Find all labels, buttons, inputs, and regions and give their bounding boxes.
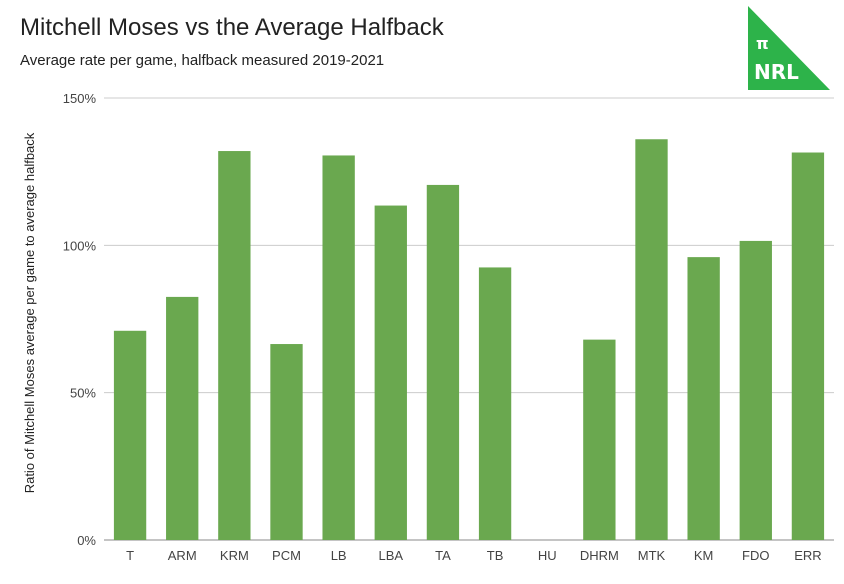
x-tick-label: LBA xyxy=(378,548,403,563)
chart-subtitle: Average rate per game, halfback measured… xyxy=(20,52,385,69)
bar-err xyxy=(791,152,825,540)
x-tick-label: FDO xyxy=(742,548,769,563)
bar-pcm xyxy=(270,344,303,540)
pi-nrl-logo: π NRL xyxy=(748,6,830,90)
x-tick-label: ERR xyxy=(794,548,821,563)
x-tick-label: KRM xyxy=(220,548,249,563)
bar-arm xyxy=(166,296,199,540)
x-tick-label: PCM xyxy=(272,548,301,563)
chart-title: Mitchell Moses vs the Average Halfback xyxy=(20,14,444,41)
logo-text: NRL xyxy=(754,60,799,84)
bar-km xyxy=(687,257,720,540)
bar-krm xyxy=(218,151,251,541)
bar-lb xyxy=(322,155,355,540)
y-axis-title: Ratio of Mitchell Moses average per game… xyxy=(22,132,37,493)
bar-lba xyxy=(374,205,407,540)
y-tick-label: 0% xyxy=(77,533,96,548)
logo-triangle-icon xyxy=(748,6,830,90)
bar-dhrm xyxy=(583,339,616,540)
bar-ta xyxy=(426,184,460,540)
x-tick-label: TA xyxy=(435,548,451,563)
y-tick-label: 100% xyxy=(63,238,97,253)
bar-t xyxy=(113,330,147,540)
logo-pi-symbol: π xyxy=(756,34,769,53)
x-tick-label: DHRM xyxy=(580,548,619,563)
x-tick-label: KM xyxy=(694,548,714,563)
y-tick-label: 50% xyxy=(70,386,96,401)
x-tick-label: ARM xyxy=(168,548,197,563)
bar-fdo xyxy=(739,240,772,540)
x-tick-label: TB xyxy=(487,548,504,563)
x-tick-label: HU xyxy=(538,548,557,563)
bar-tb xyxy=(478,267,512,540)
y-tick-label: 150% xyxy=(63,91,97,106)
x-tick-label: T xyxy=(126,548,134,563)
x-tick-label: MTK xyxy=(638,548,666,563)
bar-mtk xyxy=(635,139,668,540)
x-tick-label: LB xyxy=(331,548,347,563)
